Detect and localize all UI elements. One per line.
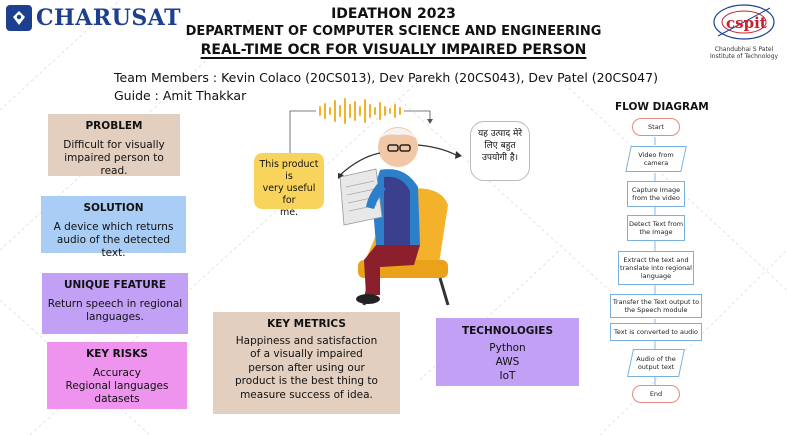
flow-step-transfer: Transfer the Text output to the Speech m… xyxy=(610,294,702,318)
technologies-card: TECHNOLOGIES Python AWS IoT xyxy=(436,318,579,386)
team-members: Team Members : Kevin Colaco (20CS013), D… xyxy=(114,70,658,85)
key-risks-heading: KEY RISKS xyxy=(86,348,148,360)
charusat-logo: CHARUSAT xyxy=(6,5,181,31)
flow-step-capture: Capture Image from the video xyxy=(627,181,685,207)
key-risks-card: KEY RISKS Accuracy Regional languages da… xyxy=(47,342,187,409)
flow-start: Start xyxy=(632,118,680,136)
event-title: IDEATHON 2023 xyxy=(331,6,456,22)
cspit-caption: Chandubhai S Patel Institute of Technolo… xyxy=(709,46,779,60)
flow-step-video: Video from camera xyxy=(625,146,687,172)
unique-feature-card: UNIQUE FEATURE Return speech in regional… xyxy=(42,273,188,334)
key-metrics-heading: KEY METRICS xyxy=(267,318,346,330)
unique-feature-heading: UNIQUE FEATURE xyxy=(63,279,167,291)
sound-wave-icon xyxy=(319,98,401,124)
english-speech-bubble: This product is very useful for me. xyxy=(254,153,324,218)
project-title: REAL-TIME OCR FOR VISUALLY IMPAIRED PERS… xyxy=(200,42,587,58)
cspit-emblem-icon xyxy=(713,4,775,40)
key-metrics-card: KEY METRICS Happiness and satisfaction o… xyxy=(213,312,400,414)
cspit-logo-text: cspit xyxy=(726,14,767,32)
charusat-logo-text: CHARUSAT xyxy=(36,5,181,31)
flow-step-extract: Extract the text and translate into regi… xyxy=(618,251,694,285)
department-title: DEPARTMENT OF COMPUTER SCIENCE AND ENGIN… xyxy=(185,24,602,39)
flow-connectors xyxy=(654,137,656,385)
guide: Guide : Amit Thakkar xyxy=(114,88,247,103)
cspit-logo: cspit Chandubhai S Patel Institute of Te… xyxy=(704,2,784,64)
flow-step-convert: Text is converted to audio xyxy=(610,323,702,341)
technologies-heading: TECHNOLOGIES xyxy=(461,325,554,337)
flow-diagram-title: FLOW DIAGRAM xyxy=(615,101,709,113)
charusat-emblem-icon xyxy=(6,5,32,31)
hindi-speech-bubble: यह उत्पाद मेरे लिए बहुत उपयोगी है। xyxy=(470,121,530,181)
flow-end: End xyxy=(632,385,680,403)
solution-card: SOLUTION A device which returns audio of… xyxy=(41,196,186,259)
problem-card: PROBLEM Difficult for visually impaired … xyxy=(48,114,180,177)
reading-man-illustration xyxy=(289,98,462,306)
flow-step-detect: Detect Text from the Image xyxy=(627,215,685,241)
problem-heading: PROBLEM xyxy=(85,120,143,132)
flow-step-audio: Audio of the output text xyxy=(627,349,685,377)
solution-heading: SOLUTION xyxy=(83,202,144,214)
